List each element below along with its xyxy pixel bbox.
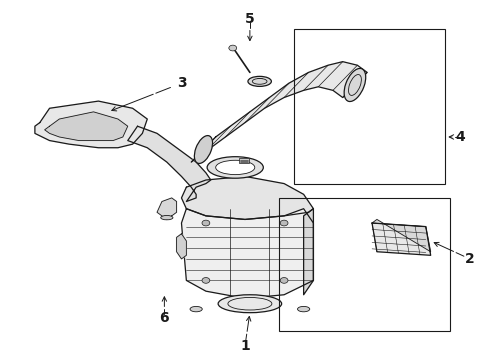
- Bar: [279, 198, 450, 330]
- Ellipse shape: [344, 68, 366, 102]
- Polygon shape: [45, 112, 128, 140]
- Polygon shape: [128, 126, 211, 202]
- Ellipse shape: [216, 160, 255, 175]
- Polygon shape: [176, 234, 186, 259]
- Polygon shape: [35, 101, 147, 148]
- Bar: [294, 30, 445, 184]
- Ellipse shape: [297, 306, 310, 312]
- Bar: [239, 158, 249, 163]
- Polygon shape: [304, 209, 314, 295]
- Text: 3: 3: [177, 76, 186, 90]
- Text: 1: 1: [240, 339, 250, 353]
- Circle shape: [202, 278, 210, 283]
- Polygon shape: [181, 176, 314, 220]
- Polygon shape: [181, 209, 314, 298]
- Ellipse shape: [218, 295, 282, 313]
- Ellipse shape: [161, 216, 173, 220]
- Circle shape: [202, 220, 210, 226]
- Polygon shape: [157, 198, 176, 220]
- Ellipse shape: [248, 76, 271, 86]
- Circle shape: [229, 45, 237, 51]
- Ellipse shape: [207, 157, 263, 178]
- Circle shape: [280, 278, 288, 283]
- Text: 5: 5: [245, 12, 255, 26]
- Text: 4: 4: [455, 130, 465, 144]
- Text: 2: 2: [465, 252, 475, 266]
- Circle shape: [280, 220, 288, 226]
- Polygon shape: [191, 62, 367, 162]
- Polygon shape: [372, 220, 431, 252]
- Polygon shape: [372, 223, 431, 255]
- Text: 6: 6: [160, 311, 169, 325]
- Ellipse shape: [190, 306, 202, 312]
- Ellipse shape: [195, 136, 213, 163]
